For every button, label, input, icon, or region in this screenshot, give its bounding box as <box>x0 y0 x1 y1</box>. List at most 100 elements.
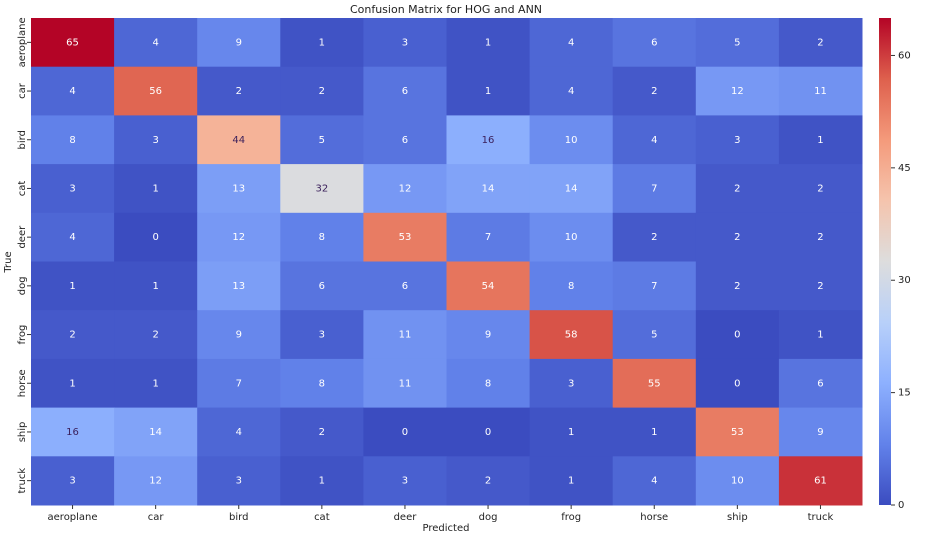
x-tick-label: deer <box>394 512 418 523</box>
colorbar-tick-label: 45 <box>898 163 911 174</box>
cell-label: 3 <box>402 37 408 48</box>
cell-label: 3 <box>734 135 740 146</box>
cell-label: 8 <box>568 281 574 292</box>
y-tick-label: ship <box>17 422 28 443</box>
heatmap-cell <box>114 115 198 165</box>
heatmap-cell <box>612 212 697 262</box>
heatmap-cell <box>446 310 531 360</box>
heatmap-cell <box>778 212 863 262</box>
cell-label: 7 <box>651 281 657 292</box>
cell-label: 2 <box>817 281 823 292</box>
heatmap-cell <box>197 115 281 165</box>
heatmap-cell <box>363 358 447 409</box>
cell-label: 65 <box>66 37 79 48</box>
cell-label: 6 <box>651 37 657 48</box>
cell-label: 12 <box>399 183 412 194</box>
x-tick-label: bird <box>229 512 248 523</box>
heatmap-cell <box>612 456 697 506</box>
cell-label: 4 <box>651 135 657 146</box>
cell-label: 44 <box>232 135 245 146</box>
cell-label: 1 <box>651 427 657 438</box>
heatmap-cell <box>197 18 281 68</box>
heatmap-cell <box>31 212 115 262</box>
cell-label: 14 <box>482 183 495 194</box>
cell-label: 0 <box>402 427 408 438</box>
heatmap-cell <box>446 456 531 506</box>
heatmap-cell <box>695 66 780 116</box>
cell-label: 3 <box>69 183 75 194</box>
cell-label: 2 <box>319 427 325 438</box>
cell-label: 1 <box>69 281 75 292</box>
heatmap-cell <box>114 18 198 68</box>
cell-label: 1 <box>817 330 823 341</box>
heatmap-cell <box>197 310 281 360</box>
x-tick-label: truck <box>808 512 834 523</box>
heatmap-cell <box>280 115 364 165</box>
cell-label: 2 <box>734 183 740 194</box>
heatmap-cell <box>114 407 198 457</box>
heatmap-cell <box>778 456 863 506</box>
cell-label: 9 <box>817 427 823 438</box>
heatmap-cell <box>363 310 447 360</box>
cell-label: 2 <box>734 232 740 243</box>
cell-label: 4 <box>568 86 574 97</box>
cell-label: 0 <box>734 330 740 341</box>
heatmap-cell <box>612 115 697 165</box>
heatmap-cell <box>363 66 447 116</box>
cell-label: 10 <box>565 232 578 243</box>
cell-label: 1 <box>568 476 574 487</box>
cell-label: 7 <box>485 232 491 243</box>
cell-label: 9 <box>485 330 491 341</box>
heatmap-cell <box>778 261 863 311</box>
cell-label: 53 <box>731 427 744 438</box>
heatmap-cell <box>197 261 281 311</box>
heatmap-cell <box>197 407 281 457</box>
cell-label: 1 <box>485 86 491 97</box>
heatmap-cell <box>612 310 697 360</box>
heatmap-cell <box>446 358 531 409</box>
cell-label: 54 <box>482 281 495 292</box>
heatmap-cell <box>446 407 531 457</box>
cell-label: 3 <box>402 476 408 487</box>
heatmap-cell <box>114 456 198 506</box>
cell-label: 2 <box>817 232 823 243</box>
heatmap-cell <box>446 212 531 262</box>
cell-label: 1 <box>485 37 491 48</box>
cell-label: 61 <box>814 476 827 487</box>
colorbar-tick-label: 60 <box>898 50 911 61</box>
cell-label: 1 <box>152 378 158 389</box>
heatmap-cell <box>695 407 780 457</box>
heatmap-cell <box>197 164 281 214</box>
heatmap-cell <box>446 164 531 214</box>
heatmap-cell <box>31 66 115 116</box>
cell-label: 3 <box>236 476 242 487</box>
cell-label: 1 <box>319 37 325 48</box>
cell-label: 0 <box>485 427 491 438</box>
colorbar-tick-label: 15 <box>898 388 911 399</box>
heatmap-cell <box>363 456 447 506</box>
cell-label: 5 <box>319 135 325 146</box>
cell-label: 55 <box>648 378 661 389</box>
cell-label: 53 <box>399 232 412 243</box>
cell-label: 6 <box>817 378 823 389</box>
heatmap-cell <box>114 212 198 262</box>
heatmap-cell <box>529 358 614 409</box>
cell-label: 3 <box>152 135 158 146</box>
cell-label: 6 <box>402 281 408 292</box>
heatmap-cell <box>695 212 780 262</box>
cell-label: 13 <box>232 183 245 194</box>
cell-label: 2 <box>734 281 740 292</box>
y-tick-label: deer <box>17 225 28 249</box>
heatmap-cell <box>446 18 531 68</box>
heatmap-cell <box>612 66 697 116</box>
cell-label: 8 <box>485 378 491 389</box>
x-tick-label: aeroplane <box>48 512 98 523</box>
cell-label: 0 <box>152 232 158 243</box>
cell-label: 2 <box>69 330 75 341</box>
cell-label: 11 <box>399 330 412 341</box>
cell-label: 1 <box>152 281 158 292</box>
cell-label: 5 <box>651 330 657 341</box>
heatmap-cell <box>280 212 364 262</box>
cell-label: 2 <box>152 330 158 341</box>
